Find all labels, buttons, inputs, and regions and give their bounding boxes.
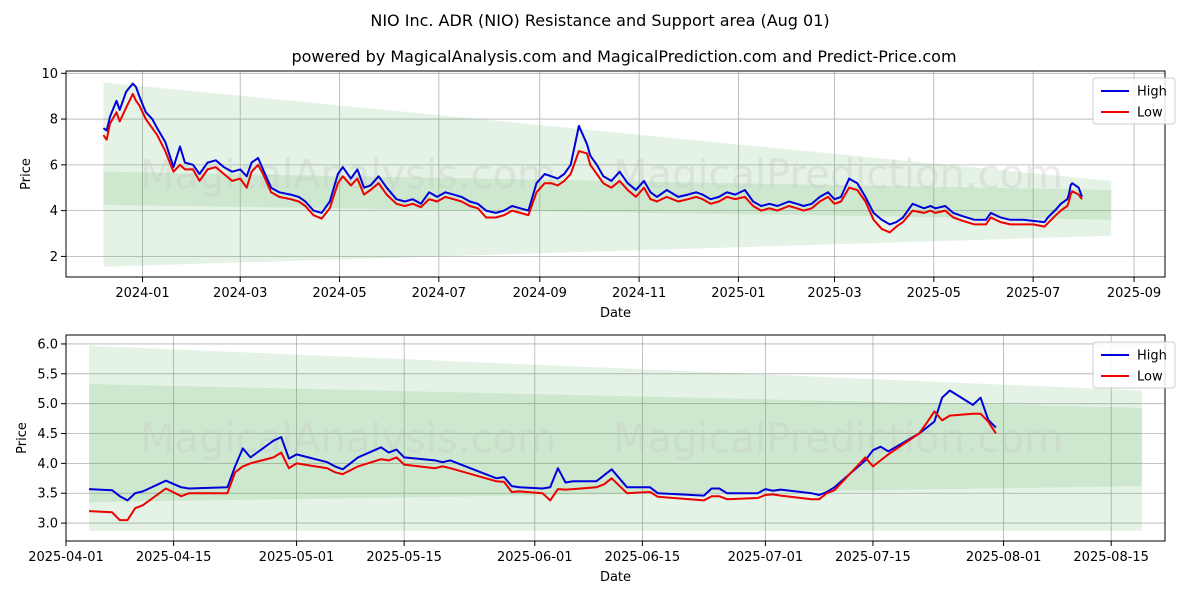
chart-subtitle: powered by MagicalAnalysis.com and Magic… [291,47,956,66]
chart-title: NIO Inc. ADR (NIO) Resistance and Suppor… [370,11,829,30]
x-tick-label: 2024-11 [612,286,666,301]
x-tick-label: 2025-05-01 [259,550,335,565]
bottom-chart-panel: MagicalAnalysis.com MagicalPrediction.com… [15,334,1176,585]
x-tick-label: 2025-06-01 [497,550,573,565]
plot-frame [65,334,1166,542]
y-tick-label: 4.5 [37,427,58,442]
x-tick-label: 2025-05-15 [366,550,442,565]
low-legend-label: Low [1137,370,1163,385]
y-tick-label: 5.5 [37,367,58,382]
x-tick-label: 2024-01 [115,286,169,301]
x-tick-label: 2025-03 [807,286,861,301]
series-group [89,389,997,522]
watermark-text: MagicalPrediction.com [613,152,1063,198]
x-tick-label: 2024-03 [213,286,267,301]
band-group [89,345,1142,531]
y-tick-label: 4.0 [37,457,58,472]
x-axis-title: Date [600,306,631,321]
plot-frame [65,70,1166,278]
x-tick-label: 2025-07-15 [835,550,911,565]
low-series-line [89,410,997,522]
low-legend-label: Low [1137,106,1163,121]
watermark-text: MagicalPrediction.com [613,416,1063,462]
y-axis-title: Price [19,158,34,190]
y-tick-label: 10 [41,67,58,82]
x-tick-label: 2024-09 [513,286,567,301]
x-tick-label: 2025-04-01 [28,550,104,565]
inner-band [103,171,1112,220]
legend: High Low [1092,77,1176,125]
x-axis-title: Date [600,570,631,585]
y-tick-label: 2 [50,250,58,265]
high-legend-label: High [1137,85,1167,100]
y-tick-label: 3.0 [37,517,58,532]
inner-band [89,383,1142,503]
outer-band [89,345,1142,531]
x-tick-label: 2025-08-15 [1073,550,1149,565]
y-tick-label: 8 [50,113,58,128]
x-tick-label: 2025-08-01 [966,550,1042,565]
y-tick-label: 3.5 [37,487,58,502]
low-series-line [102,92,1083,234]
x-tick-label: 2024-07 [412,286,466,301]
x-tick-label: 2025-09 [1107,286,1161,301]
x-tick-label: 2025-07 [1006,286,1060,301]
series-group [102,82,1083,234]
x-tick-label: 2025-06-15 [605,550,681,565]
y-tick-label: 6 [50,158,58,173]
band-group [103,82,1112,267]
watermark-text: MagicalAnalysis.com [140,416,556,462]
legend: High Low [1092,341,1176,389]
y-axis-title: Price [15,422,30,454]
top-chart-panel: MagicalAnalysis.com MagicalPrediction.com… [19,67,1176,321]
x-tick-label: 2025-04-15 [136,550,212,565]
x-tick-label: 2025-07-01 [728,550,804,565]
y-tick-label: 6.0 [37,337,58,352]
x-tick-label: 2025-01 [711,286,765,301]
y-tick-label: 5.0 [37,397,58,412]
high-series-line [102,82,1083,226]
x-tick-label: 2024-05 [312,286,366,301]
outer-band [103,82,1112,267]
high-legend-label: High [1137,349,1167,364]
y-tick-label: 4 [50,204,58,219]
high-series-line [89,389,997,502]
x-tick-label: 2025-05 [907,286,961,301]
